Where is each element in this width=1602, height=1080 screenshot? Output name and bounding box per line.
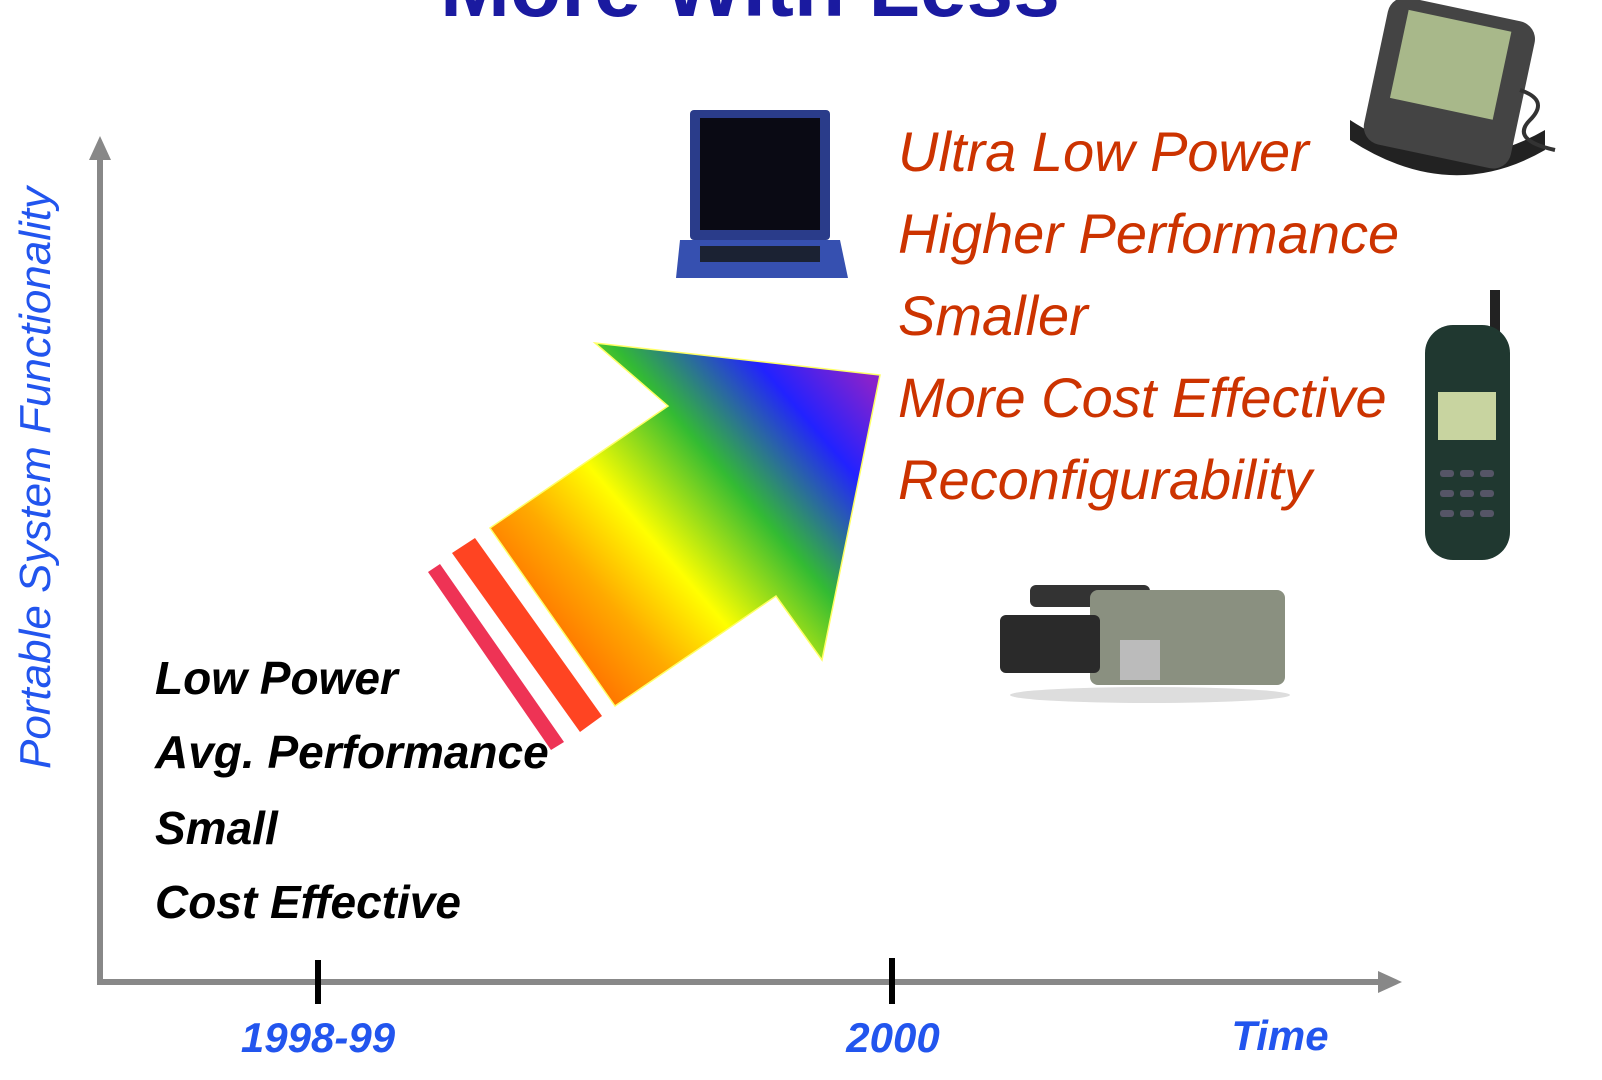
before-item: Small — [155, 802, 279, 854]
axes — [89, 136, 1402, 1004]
y-axis-label: Portable System Functionality — [11, 184, 60, 769]
title: More With Less — [440, 0, 1060, 34]
after-item: Ultra Low Power — [898, 120, 1311, 183]
after-item: Reconfigurability — [898, 448, 1315, 511]
mobile-phone — [1425, 290, 1510, 560]
before-item: Cost Effective — [155, 876, 461, 928]
x-tick-label: 2000 — [845, 1014, 939, 1061]
video-camera — [1000, 585, 1290, 703]
after-item: Smaller — [898, 284, 1090, 347]
x-axis-label: Time — [1231, 1012, 1328, 1059]
before-item: Low Power — [155, 652, 400, 704]
after-item: Higher Performance — [898, 202, 1399, 265]
progress-arrow — [428, 341, 881, 750]
after-item: More Cost Effective — [898, 366, 1387, 429]
before-item: Avg. Performance — [154, 726, 549, 778]
x-tick-label: 1998-99 — [241, 1014, 396, 1061]
laptop — [676, 110, 848, 278]
pda — [1350, 0, 1556, 176]
